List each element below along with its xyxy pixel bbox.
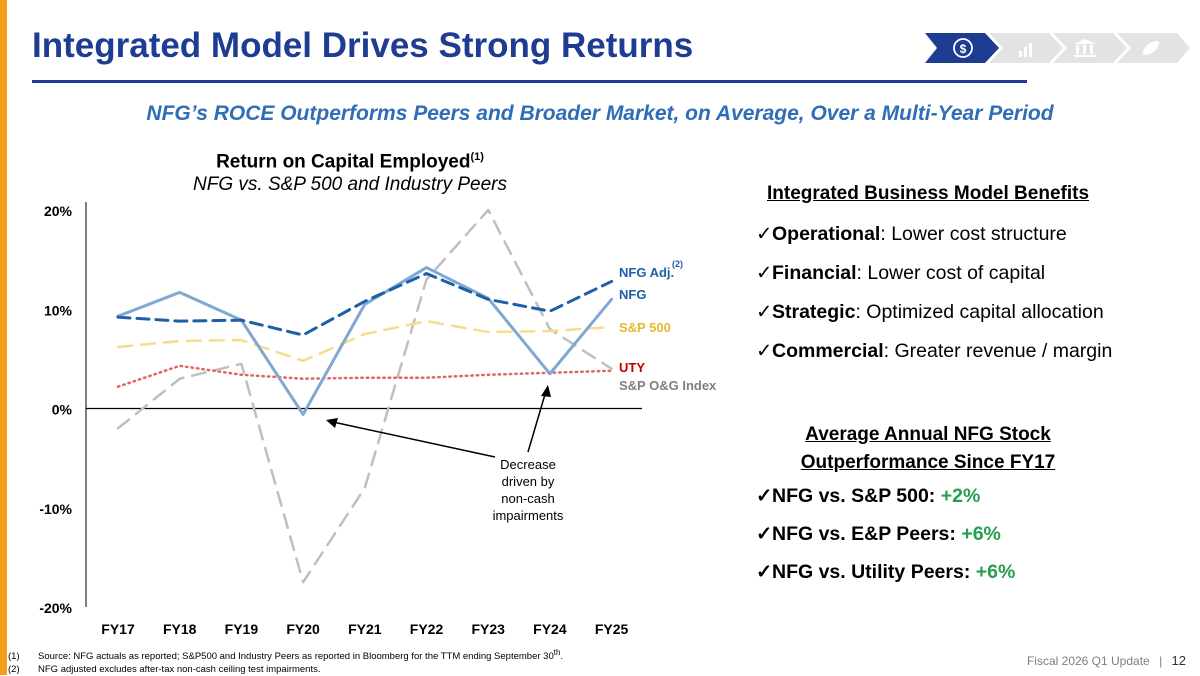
y-tick-label: 20% [44, 203, 73, 219]
nav-step-3[interactable] [1053, 33, 1127, 63]
slide-footer: Fiscal 2026 Q1 Update | 12 [1027, 653, 1186, 668]
footnote-tail: . [560, 651, 563, 663]
chart-title-footnote-ref: (1) [470, 151, 484, 163]
nav-step-2[interactable] [989, 33, 1063, 63]
series-label: NFG [619, 287, 646, 302]
series-label: UTY [619, 360, 645, 375]
footnote-text: NFG adjusted excludes after-tax non-cash… [38, 664, 321, 676]
outperformance-item: ✓NFG vs. Utility Peers: +6% [756, 553, 1015, 591]
outperformance-value: +6% [961, 523, 1001, 545]
x-tick-label: FY24 [533, 621, 567, 637]
x-tick-label: FY25 [595, 621, 629, 637]
series-line-nfg-adj- [116, 272, 614, 337]
footnote-number: (2) [8, 664, 20, 676]
benefit-title: Commercial [772, 340, 884, 362]
annotation-arrowhead-fy20 [326, 418, 338, 428]
check-icon: ✓ [756, 561, 773, 583]
outperformance-item: ✓NFG vs. E&P Peers: +6% [756, 515, 1015, 553]
leaf-icon [1143, 41, 1159, 55]
check-icon: ✓ [756, 340, 773, 362]
check-icon: ✓ [756, 301, 773, 323]
benefit-title: Financial [772, 262, 857, 284]
check-icon: ✓ [756, 223, 773, 245]
footnote-1: (1) Source: NFG actuals as reported; S&P5… [8, 646, 563, 663]
svg-text:$: $ [960, 42, 967, 56]
outperformance-label: NFG vs. S&P 500: [772, 485, 941, 507]
x-tick-label: FY19 [225, 621, 259, 637]
annotation-arrowhead-fy24 [541, 385, 551, 397]
roce-line-chart: 20% 10% 0% -10% -20% FY17 FY18 FY19 FY20 FY21 FY22… [39, 202, 717, 637]
benefit-text: : Greater revenue / margin [883, 340, 1113, 362]
x-tick-label: FY22 [410, 621, 444, 637]
series-line-nfg [116, 266, 614, 416]
annotation-arrow-fy24 [527, 390, 547, 453]
benefit-text: : Lower cost structure [880, 223, 1067, 245]
bar-chart-icon [1019, 43, 1032, 57]
check-icon: ✓ [756, 262, 773, 284]
dollar-icon: $ [953, 38, 973, 58]
footnote-2: (2) NFG adjusted excludes after-tax non-c… [8, 663, 563, 676]
x-tick-label: FY23 [471, 621, 505, 637]
benefit-title: Strategic [772, 301, 856, 323]
chart-title: Return on Capital Employed(1) NFG vs. S&… [150, 146, 550, 196]
footer-label: Fiscal 2026 Q1 Update [1026, 654, 1150, 668]
footnote-text: Source: NFG actuals as reported; S&P500 … [38, 651, 554, 663]
check-icon: ✓ [756, 523, 773, 545]
series-line-s-p-500 [116, 319, 613, 363]
outperformance-value: +6% [975, 561, 1016, 583]
benefit-item: ✓Operational: Lower cost structure [756, 215, 1172, 254]
benefits-list: ✓Operational: Lower cost structure ✓Fina… [756, 215, 1172, 371]
outperformance-heading-line1: Average Annual NFG Stock [805, 424, 1051, 445]
footer-separator: | [1159, 654, 1163, 668]
outperformance-heading: Average Annual NFG Stock Outperformance … [752, 421, 1104, 477]
footnote-number: (1) [8, 651, 20, 663]
benefit-item: ✓Commercial: Greater revenue / margin [756, 332, 1172, 371]
y-tick-label: 0% [52, 402, 73, 418]
series-label: S&P O&G Index [619, 378, 717, 393]
y-tick-label: -10% [39, 501, 72, 517]
y-tick-label: 10% [44, 302, 73, 318]
section-nav: $ [925, 33, 1190, 63]
bank-icon [1074, 39, 1096, 57]
title-divider [32, 80, 1027, 83]
nav-step-4[interactable] [1117, 33, 1190, 63]
benefits-heading: Integrated Business Model Benefits [767, 183, 1090, 204]
outperformance-label: NFG vs. Utility Peers: [772, 561, 976, 583]
chart-subtitle: NFG vs. S&P 500 and Industry Peers [193, 174, 507, 196]
page-number: 12 [1171, 653, 1186, 668]
check-icon: ✓ [756, 485, 773, 507]
outperformance-item: ✓NFG vs. S&P 500: +2% [756, 477, 1015, 515]
chart-title-main: Return on Capital Employed [216, 151, 471, 173]
accent-bar [0, 0, 7, 675]
y-tick-label: -20% [39, 600, 72, 616]
benefit-item: ✓Financial: Lower cost of capital [756, 254, 1172, 293]
annotation-text: Decrease driven by non-cash impairments [493, 457, 564, 523]
x-tick-label: FY17 [101, 621, 135, 637]
outperformance-value: +2% [940, 485, 981, 507]
benefit-text: : Optimized capital allocation [855, 301, 1104, 323]
benefits-panel: Integrated Business Model Benefits ✓Oper… [752, 183, 1172, 371]
x-tick-label: FY18 [163, 621, 197, 637]
nav-step-1[interactable]: $ [925, 33, 999, 63]
series-label-footnote-ref: (2) [672, 259, 683, 269]
series-label: NFG Adj. [619, 265, 674, 280]
x-tick-label: FY20 [286, 621, 320, 637]
page-title: Integrated Model Drives Strong Returns [32, 26, 694, 65]
x-tick-label: FY21 [348, 621, 382, 637]
slide-subtitle: NFG’s ROCE Outperforms Peers and Broader… [146, 102, 1054, 125]
outperformance-label: NFG vs. E&P Peers: [772, 523, 962, 545]
benefit-title: Operational [772, 223, 881, 245]
annotation-arrow-fy20 [332, 421, 496, 458]
footnote-sup: th [553, 648, 561, 657]
outperformance-heading-line2: Outperformance Since FY17 [800, 452, 1056, 473]
benefit-text: : Lower cost of capital [856, 262, 1046, 284]
outperformance-list: ✓NFG vs. S&P 500: +2% ✓NFG vs. E&P Peers… [756, 477, 1015, 591]
benefit-item: ✓Strategic: Optimized capital allocation [756, 293, 1172, 332]
series-label: S&P 500 [619, 320, 671, 335]
series-line-s-p-o-g-index [116, 208, 613, 584]
footnotes: (1) Source: NFG actuals as reported; S&P5… [8, 646, 563, 676]
